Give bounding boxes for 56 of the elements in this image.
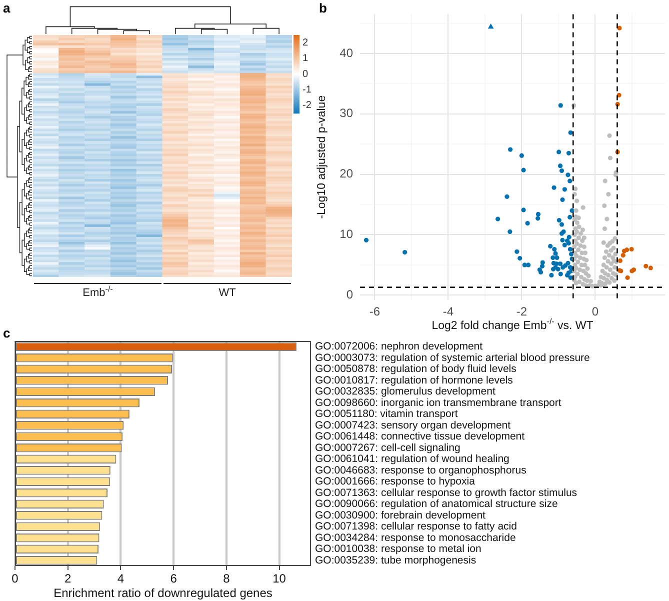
y-tick-label: GO:0072006: nephron development bbox=[315, 340, 483, 353]
point bbox=[629, 246, 634, 252]
x-tick-label: 0 bbox=[12, 572, 19, 586]
x-tick-label: 4 bbox=[117, 572, 124, 586]
color-bar-label: 2 bbox=[302, 38, 308, 49]
x-tick-label: 2 bbox=[64, 572, 72, 586]
x-axis-title: Enrichment ratio of downregulated genes bbox=[54, 586, 272, 600]
x-tick-label: 0 bbox=[592, 304, 599, 319]
x-tick-label: WT bbox=[218, 287, 236, 300]
y-tick-label: GO:0098660: inorganic ion transmembrane transport bbox=[315, 396, 562, 409]
x-tick-label: 8 bbox=[223, 572, 230, 586]
color-bar-label: 1 bbox=[302, 53, 308, 64]
y-tick-label: GO:0035239: tube morphogenesis bbox=[315, 554, 476, 566]
y-axis-title: -Log10 adjusted p-value bbox=[316, 95, 328, 219]
y-tick-label: GO:0007267: cell-cell signaling bbox=[315, 442, 460, 454]
point bbox=[620, 252, 626, 258]
y-tick-label: GO:0034284: response to monosaccharide bbox=[315, 532, 516, 544]
x-tick-label: -4 bbox=[442, 304, 454, 319]
point bbox=[648, 266, 653, 270]
y-tick-label: GO:0051180: vitamin transport bbox=[315, 408, 458, 420]
point bbox=[624, 248, 630, 252]
point bbox=[617, 26, 622, 30]
y-tick-label: GO:0010817: regulation of hormone levels bbox=[315, 374, 513, 386]
y-tick-label: GO:0061041: regulation of wound healing bbox=[315, 453, 510, 466]
y-tick-label: GO:0071398: cellular response to fatty acid bbox=[315, 520, 518, 533]
chart-title: a bbox=[3, 0, 11, 16]
point bbox=[625, 275, 630, 280]
y-tick-label: 40 bbox=[340, 46, 354, 60]
point bbox=[488, 23, 494, 29]
y-tick-label: GO:0030900: forebrain development bbox=[315, 509, 486, 522]
y-tick-label: GO:0010038: response to metal ion bbox=[315, 543, 482, 556]
y-tick-label: 10 bbox=[340, 227, 354, 242]
x-axis-title: Log2 fold change Emb-/- vs. WT bbox=[432, 317, 594, 332]
color-bar-label: -1 bbox=[302, 84, 312, 96]
y-tick-label: GO:0001666: response to hypoxia bbox=[315, 476, 476, 488]
x-tick-label: 6 bbox=[170, 572, 178, 586]
point bbox=[644, 264, 648, 268]
color-bar-label: 0 bbox=[302, 68, 308, 80]
y-tick-label: GO:0061448: connective tissue development bbox=[315, 430, 525, 443]
x-tick-label: Emb-/- bbox=[82, 284, 114, 300]
y-tick-label: GO:0090066: regulation of anatomical structure size bbox=[315, 498, 558, 510]
chart-title: c bbox=[3, 326, 10, 341]
y-tick-label: GO:0032835: glomerulus development bbox=[315, 386, 496, 398]
y-tick-label: GO:0007423: sensory organ development bbox=[315, 419, 511, 432]
y-tick-label: GO:0003073: regulation of systemic arterial blood pressure bbox=[315, 352, 590, 364]
chart-title: b bbox=[319, 0, 327, 16]
color-bar-label: -2 bbox=[302, 100, 312, 111]
x-tick-label: 10 bbox=[272, 572, 286, 586]
y-tick-label: 30 bbox=[340, 106, 354, 120]
x-tick-label: -6 bbox=[369, 304, 380, 319]
y-tick-label: GO:0046683: response to organophosphorus bbox=[315, 464, 526, 476]
point bbox=[618, 258, 622, 264]
y-tick-label: GO:0071363: cellular response to growth factor stimulus bbox=[315, 486, 578, 499]
x-tick-label: -2 bbox=[516, 304, 528, 319]
y-tick-label: 20 bbox=[340, 166, 354, 181]
y-tick-label: GO:0050878: regulation of body fluid levels bbox=[315, 363, 516, 376]
